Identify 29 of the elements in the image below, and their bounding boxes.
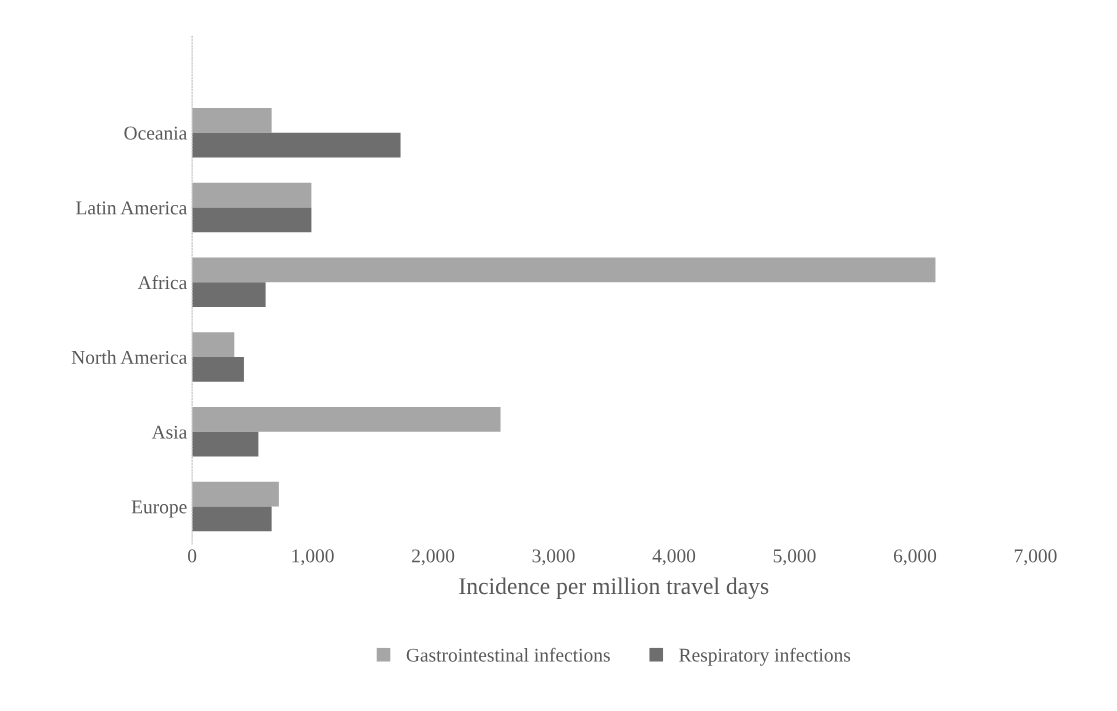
legend-label: Gastrointestinal infections xyxy=(406,647,610,662)
y-tick-label: Oceania xyxy=(124,126,187,140)
y-tick-label: Asia xyxy=(151,425,187,439)
x-tick-label: 4,000 xyxy=(652,549,696,566)
bar xyxy=(192,407,501,432)
bar xyxy=(192,332,235,358)
x-tick-label: 3,000 xyxy=(532,549,575,566)
x-axis-title: Incidence per million travel days xyxy=(459,577,769,599)
x-tick-label: 7,000 xyxy=(1014,549,1057,566)
y-tick-label: Africa xyxy=(137,275,187,290)
bar xyxy=(192,282,266,307)
bar xyxy=(192,357,244,382)
bar xyxy=(192,257,936,283)
x-tick-label: 6,000 xyxy=(893,549,937,566)
x-tick-label: 2,000 xyxy=(412,549,455,566)
y-tick-label: Latin America xyxy=(76,201,187,215)
x-tick-label: 0 xyxy=(188,549,197,563)
bar xyxy=(192,207,312,233)
bar xyxy=(192,431,259,457)
x-tick-label: 1,000 xyxy=(292,549,334,566)
bar xyxy=(192,506,272,532)
legend-label: Respiratory infections xyxy=(679,647,851,666)
bar xyxy=(192,182,312,208)
y-tick-label: North America xyxy=(71,350,187,364)
x-tick-label: 5,000 xyxy=(773,549,816,566)
bar xyxy=(192,108,272,133)
y-tick-label: Europe xyxy=(131,500,187,518)
bar xyxy=(192,481,279,507)
bar xyxy=(192,132,401,158)
